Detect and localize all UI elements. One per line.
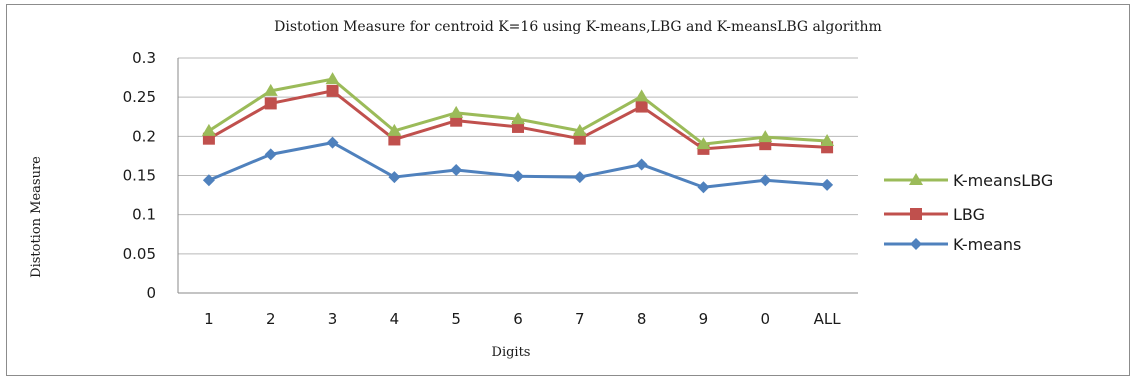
data-point — [821, 178, 834, 191]
data-point — [263, 83, 278, 96]
series-k-means — [202, 136, 834, 194]
x-tick-label: 4 — [390, 310, 400, 328]
series-group — [201, 72, 835, 194]
data-point — [696, 137, 711, 150]
data-point — [264, 97, 277, 110]
data-point — [758, 130, 773, 143]
data-point — [449, 105, 464, 118]
data-point — [635, 100, 648, 113]
data-point — [326, 136, 339, 149]
data-point — [697, 181, 710, 194]
x-tick-label: 5 — [451, 310, 461, 328]
data-point — [388, 171, 401, 184]
y-tick-label: 0.3 — [132, 49, 156, 67]
x-tick-label: 1 — [204, 310, 214, 328]
y-tick-label: 0.1 — [132, 206, 156, 224]
y-tick-label: 0 — [146, 284, 156, 302]
data-point — [450, 164, 463, 177]
series-line — [208, 77, 828, 146]
y-tick-label: 0.2 — [132, 127, 156, 145]
data-point — [325, 72, 340, 85]
data-point — [388, 133, 401, 146]
legend-item: K-meansLBG — [884, 171, 1053, 190]
x-tick-label: 6 — [513, 310, 523, 328]
y-tick-label: 0.25 — [123, 88, 156, 106]
data-point — [387, 123, 402, 136]
data-point — [820, 134, 835, 147]
data-point — [573, 171, 586, 184]
legend-item: LBG — [884, 205, 985, 224]
legend-label: K-means — [953, 235, 1021, 254]
data-point — [264, 148, 277, 161]
data-point — [201, 123, 216, 136]
x-tick-labels: 1 2 3 4 5 6 7 8 9 0 ALL — [204, 310, 841, 328]
y-tick-labels: 0 0.05 0.1 0.15 0.2 0.25 0.3 — [123, 49, 156, 302]
data-point — [512, 170, 524, 183]
legend-label: LBG — [953, 205, 985, 224]
chart-frame — [6, 4, 1130, 376]
legend-marker — [910, 208, 922, 220]
legend: K-meansLBG LBG K-means — [884, 171, 1053, 254]
gridlines — [177, 57, 858, 294]
y-tick-label: 0.05 — [123, 245, 156, 263]
y-axis-title: Distotion Measure — [29, 156, 44, 278]
x-tick-label: ALL — [814, 310, 842, 328]
legend-marker — [910, 238, 922, 250]
data-point — [572, 123, 587, 136]
legend-marker — [909, 173, 923, 185]
x-tick-label: 8 — [637, 310, 647, 328]
data-point — [634, 89, 649, 102]
data-point — [511, 112, 525, 125]
x-tick-label: 7 — [575, 310, 585, 328]
chart-title: Distotion Measure for centroid K=16 usin… — [274, 19, 882, 35]
x-tick-label: 2 — [266, 310, 276, 328]
x-tick-label: 3 — [328, 310, 338, 328]
data-point — [202, 174, 215, 187]
x-tick-label: 0 — [760, 310, 770, 328]
legend-label: K-meansLBG — [953, 171, 1053, 190]
y-tick-label: 0.15 — [123, 167, 156, 185]
x-axis-title: Digits — [492, 345, 531, 360]
data-point — [759, 174, 772, 187]
x-tick-label: 9 — [699, 310, 709, 328]
data-point — [635, 158, 648, 171]
series-k-meanslbg — [201, 72, 835, 150]
legend-item: K-means — [884, 235, 1021, 254]
data-point — [326, 84, 339, 97]
